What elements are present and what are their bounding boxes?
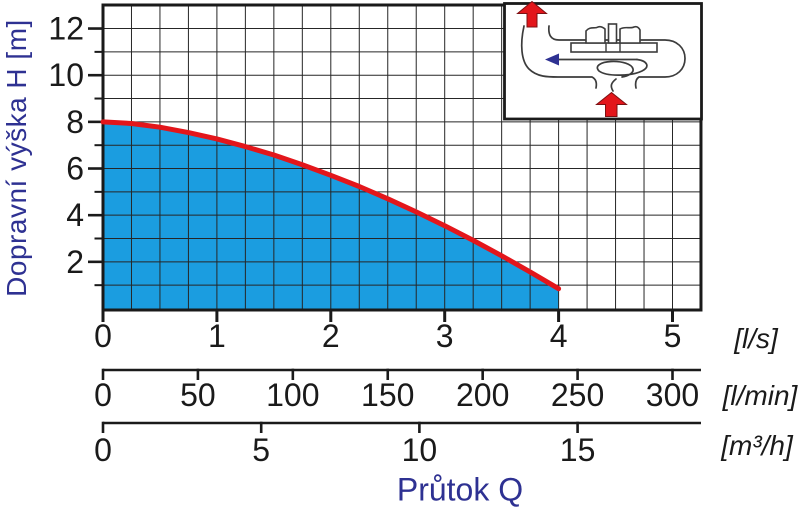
x-tick-label: 0 [94,432,112,468]
y-tick-label: 4 [66,197,84,233]
x-tick-label: 200 [456,377,509,413]
inlet-up-arrow-icon [595,91,628,117]
x-axis-m3h: 0 5 10 15 [94,421,701,468]
chart-grid [103,5,701,310]
x-tick-label: 100 [266,377,319,413]
x-tick-label: 150 [361,377,414,413]
x-tick-label: 10 [402,432,438,468]
y-tick-label: 10 [48,57,84,93]
x-tick-label: 0 [94,377,112,413]
x-tick-label: 15 [560,432,596,468]
x-tick-label: 5 [252,432,270,468]
y-tick-label: 2 [66,244,84,280]
x-tick-label-ls: 4 [550,318,568,354]
x-tick-label-ls: 3 [436,318,454,354]
x-axis-ls: 0 1 2 3 4 5 [94,310,681,354]
x-tick-label-ls: 5 [664,318,682,354]
y-tick-label: 8 [66,104,84,140]
unit-label-ls: [l/s] [734,323,778,354]
y-axis-ticks: 2 4 6 8 10 12 [48,11,103,287]
x-tick-label-ls: 1 [208,318,226,354]
x-axis-lmin: 0 50 100 150 200 250 300 [94,368,701,413]
unit-label-lmin: [l/min] [722,380,798,411]
x-tick-label: 300 [646,377,699,413]
y-tick-label: 12 [48,11,84,47]
x-tick-label: 250 [551,377,604,413]
y-axis-title: Dopravní výška H [m] [1,19,32,297]
flow-direction-arrow-icon [545,53,559,66]
pump-curve [100,119,562,292]
outlet-up-arrow-icon [516,0,548,28]
x-tick-label-ls: 2 [322,318,340,354]
x-axis-title: Průtok Q [396,471,524,508]
plot-border [101,3,703,312]
x-tick-label: 50 [180,377,216,413]
y-tick-label: 6 [66,151,84,187]
inset-pump-schematic [503,0,703,121]
unit-label-m3h: [m³/h] [721,430,793,461]
x-tick-label-ls: 0 [94,318,112,354]
